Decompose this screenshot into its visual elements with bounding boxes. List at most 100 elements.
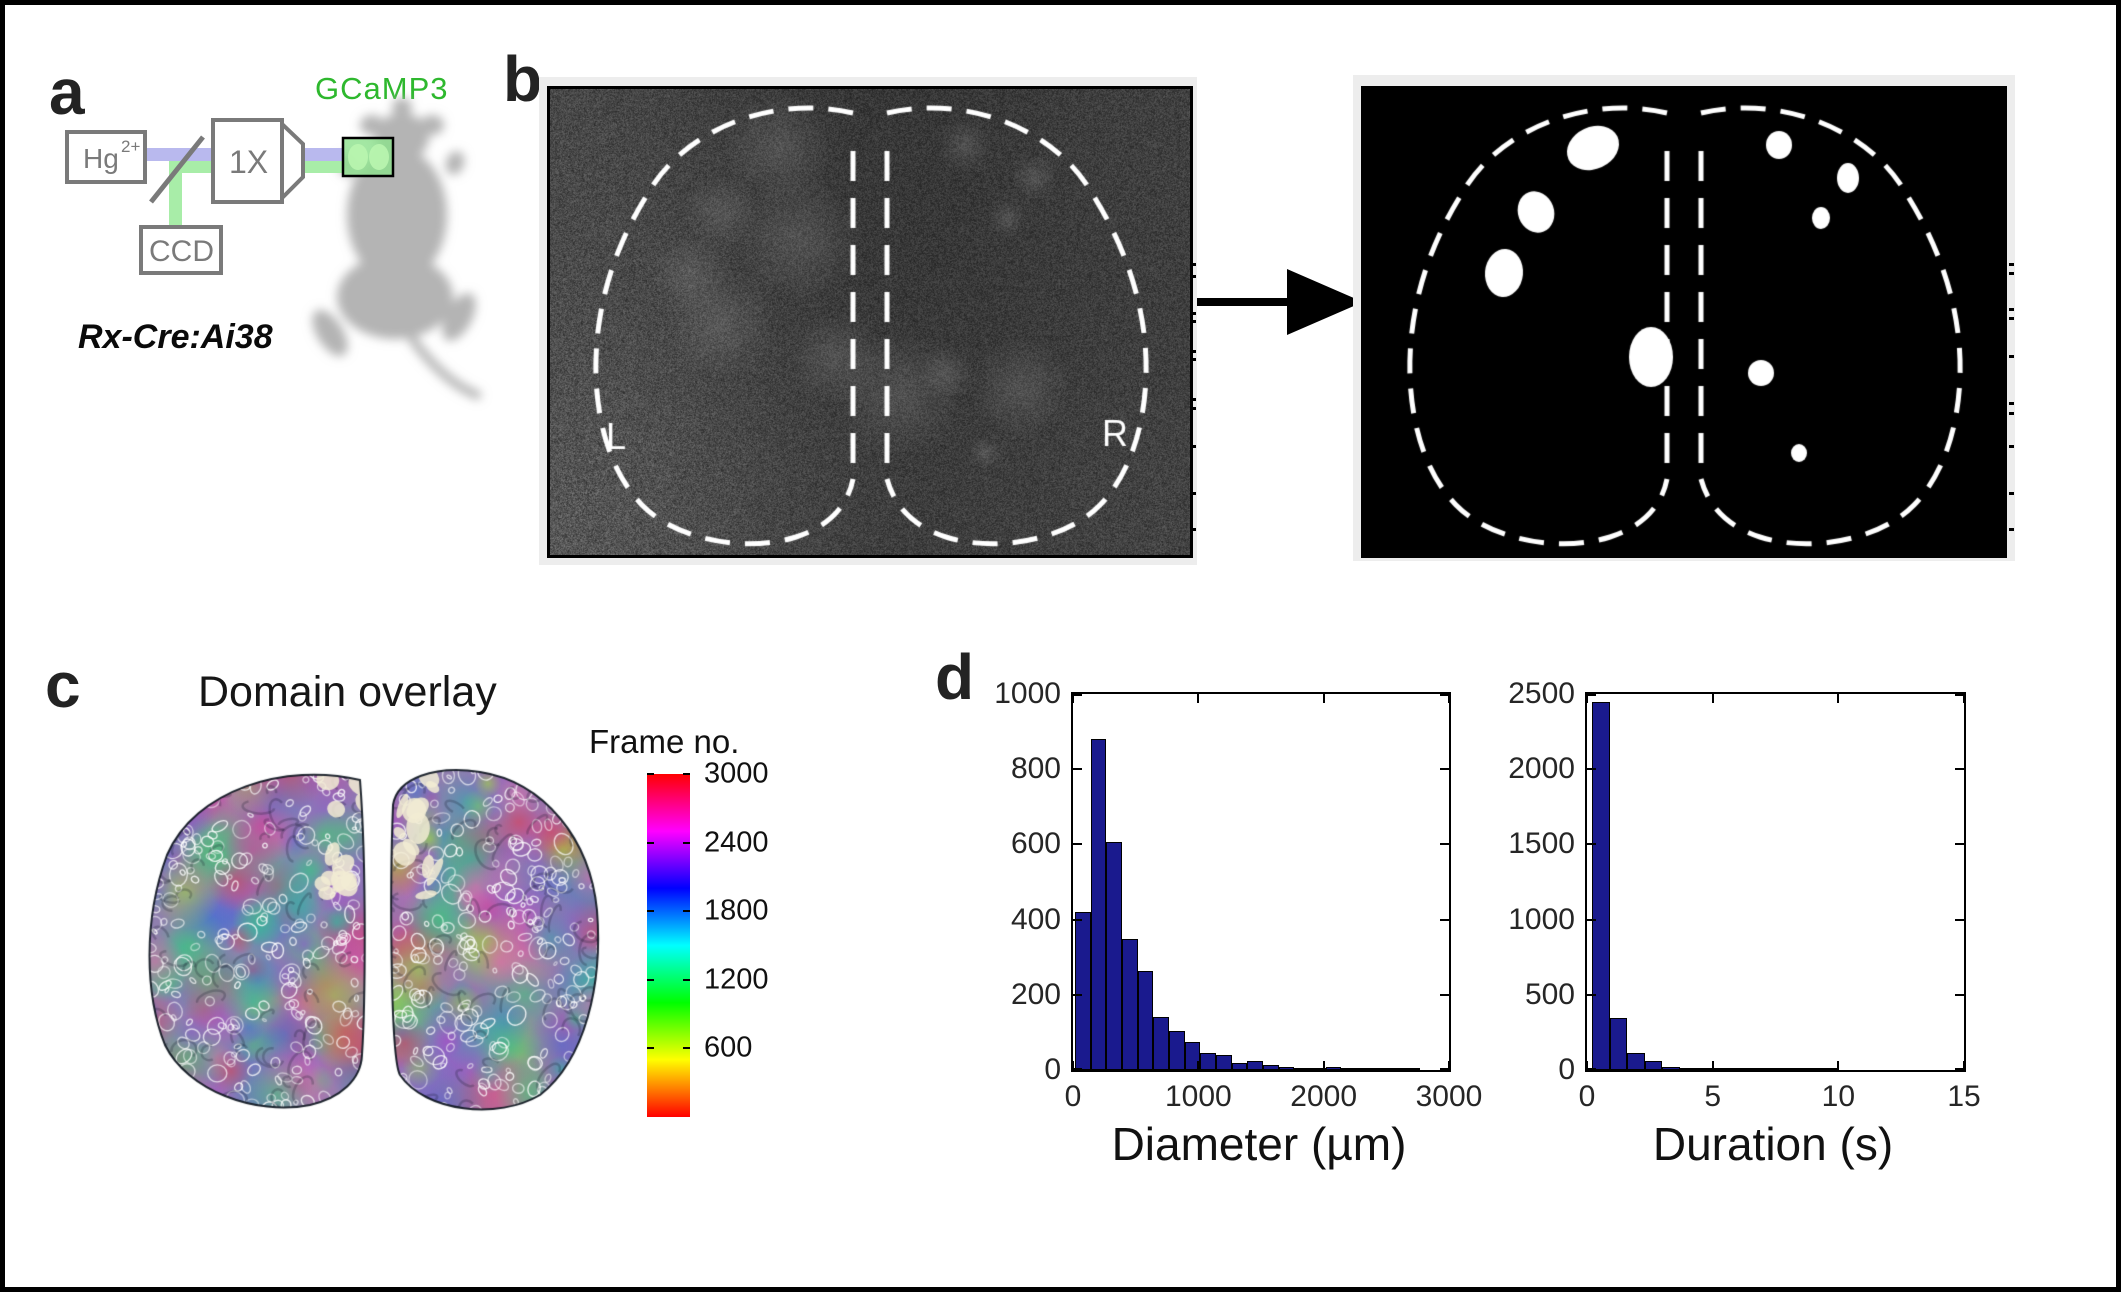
- y-tick: [1587, 694, 1596, 696]
- histogram-bar: [1803, 1068, 1821, 1070]
- histogram-bar: [1278, 1066, 1295, 1070]
- arrow-icon: [1287, 269, 1363, 335]
- histogram-bar: [1609, 1018, 1628, 1070]
- y-tick-label: 0: [1558, 1053, 1575, 1086]
- dichroic-mirror: [149, 135, 205, 204]
- brain-lobe-left-glow: [348, 144, 368, 170]
- colorbar-tick-label: 2400: [704, 826, 769, 859]
- colorbar-tick: [647, 773, 654, 775]
- y-tick: [1587, 993, 1596, 996]
- x-tick: [1963, 1061, 1965, 1070]
- x-tick: [1837, 1061, 1840, 1070]
- x-tick: [1322, 694, 1325, 703]
- x-tick: [1197, 694, 1200, 703]
- excitation-beam-stub: [321, 148, 343, 161]
- domain-overlay-map: [135, 760, 615, 1125]
- x-tick: [1711, 694, 1714, 703]
- histogram-bar: [1200, 1053, 1216, 1070]
- histogram-bar: [1106, 841, 1122, 1070]
- raw-frame-border: [547, 86, 1193, 558]
- y-tick: [1955, 694, 1964, 696]
- y-tick-label: 1500: [1508, 827, 1575, 861]
- colorbar-tick-label: 600: [704, 1031, 753, 1064]
- y-tick: [1440, 1068, 1449, 1070]
- tiny-tick-mark: [1191, 445, 1196, 448]
- y-tick: [1440, 918, 1449, 921]
- tiny-tick-mark: [2009, 445, 2014, 448]
- thresholded-domain-mask-image: [1364, 89, 2004, 555]
- histogram-bar: [1644, 1061, 1663, 1070]
- x-tick: [1072, 694, 1074, 703]
- histogram-bar: [1309, 1068, 1326, 1070]
- x-tick: [1586, 1061, 1588, 1070]
- histogram-bar: [1679, 1068, 1698, 1070]
- panel-d-letter: d: [935, 641, 975, 713]
- histogram-bar: [1785, 1068, 1804, 1070]
- x-tick-label: 0: [1064, 1080, 1082, 1113]
- mercury-lamp-label: Hg: [83, 143, 119, 174]
- y-tick: [1587, 918, 1596, 921]
- histogram-bar: [1697, 1067, 1716, 1070]
- tiny-tick-mark: [1191, 263, 1196, 266]
- histogram-bar: [1767, 1068, 1786, 1070]
- brain-lobe-right-glow: [369, 144, 389, 170]
- optical-setup-schematic: Hg 2+ 1X CCD Rx-Cre:Ai38: [65, 98, 482, 400]
- diameter-axis-label: Diameter (µm): [1111, 1118, 1407, 1170]
- y-tick-label: 1000: [1508, 902, 1575, 936]
- y-tick: [1955, 918, 1964, 921]
- mouse-haunches: [337, 255, 453, 339]
- mouse-silhouette: [312, 98, 482, 400]
- y-tick-label: 600: [1010, 827, 1061, 861]
- mask-frame-border: [1361, 86, 2007, 558]
- x-tick-label: 10: [1821, 1080, 1856, 1113]
- histogram-bar: [1820, 1068, 1839, 1070]
- y-tick-label: 0: [1044, 1053, 1061, 1086]
- y-tick: [1073, 768, 1082, 771]
- ccd-camera-box: [139, 225, 223, 275]
- x-tick: [1072, 1061, 1074, 1070]
- mercury-lamp-superscript: 2+: [121, 137, 140, 156]
- panel-a-letter: a: [49, 56, 85, 128]
- mercury-lamp-box: [65, 130, 147, 184]
- histogram-bar: [1372, 1068, 1389, 1070]
- tiny-tick-mark: [2009, 492, 2014, 495]
- histogram-bar: [1090, 739, 1107, 1070]
- colorbar-tick: [683, 910, 690, 913]
- y-tick: [1073, 1068, 1082, 1070]
- x-tick-label: 3000: [1415, 1080, 1483, 1113]
- x-tick: [1448, 694, 1450, 703]
- y-tick-label: 2500: [1508, 677, 1575, 710]
- colorbar-tick: [683, 1047, 690, 1050]
- objective-label: 1X: [229, 144, 268, 180]
- y-tick: [1073, 993, 1082, 996]
- y-tick-label: 800: [1010, 752, 1061, 786]
- panel-c-title: Domain overlay: [198, 668, 497, 716]
- y-tick: [1587, 768, 1596, 771]
- colorbar-tick-label: 1800: [704, 894, 769, 927]
- tiny-tick-mark: [1191, 407, 1196, 410]
- genotype-label: Rx-Cre:Ai38: [78, 318, 273, 356]
- x-tick: [1963, 694, 1965, 703]
- histogram-bar: [1341, 1068, 1357, 1070]
- y-tick: [1955, 768, 1964, 771]
- tiny-tick-mark: [2009, 272, 2014, 275]
- tiny-tick-mark: [1191, 312, 1196, 315]
- histogram-bar: [1137, 970, 1154, 1070]
- tiny-tick-mark: [1191, 398, 1196, 401]
- tiny-tick-mark: [2009, 355, 2014, 358]
- histogram-bar: [1592, 702, 1610, 1070]
- x-tick: [1586, 694, 1588, 703]
- histogram-bar: [1074, 912, 1091, 1070]
- duration-histogram: 0 5 10 15 0 500 1000 1500 2000 2500: [1508, 677, 1980, 1113]
- arrow-shaft: [1197, 298, 1293, 306]
- emission-beam-stub: [321, 161, 343, 173]
- x-tick: [1448, 1061, 1450, 1070]
- histogram-bar: [1388, 1068, 1404, 1070]
- colorbar-tick: [683, 773, 690, 775]
- tiny-tick-mark: [2009, 402, 2014, 405]
- duration-axis-label: Duration (s): [1652, 1118, 1894, 1170]
- histogram-bar: [1168, 1031, 1185, 1070]
- y-tick: [1073, 694, 1082, 696]
- x-tick: [1197, 1061, 1200, 1070]
